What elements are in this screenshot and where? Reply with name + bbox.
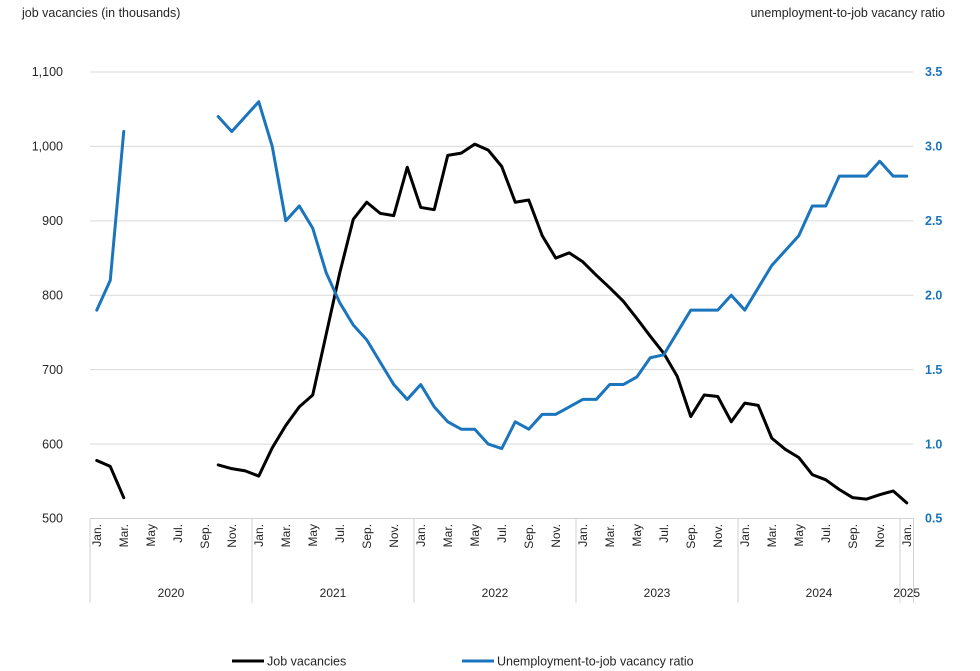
month-tick-label: Jan. <box>576 524 590 547</box>
month-tick-label: Nov. <box>387 524 401 548</box>
month-tick-label: May <box>306 524 320 547</box>
month-tick-label: Jan. <box>738 524 752 547</box>
month-tick-label: Jul. <box>819 524 833 543</box>
year-label: 2024 <box>806 586 833 600</box>
ratio-legend-label: Unemployment-to-job vacancy ratio <box>497 655 694 669</box>
right-axis-title: unemployment-to-job vacancy ratio <box>750 6 945 20</box>
right-axis-tick-label: 1.5 <box>925 363 942 377</box>
right-axis-tick-label: 2.0 <box>925 288 942 302</box>
month-tick-label: Sep. <box>684 524 698 549</box>
right-axis-tick-label: 3.5 <box>925 65 942 79</box>
right-axis-tick-label: 0.5 <box>925 512 942 526</box>
ratio-line <box>95 130 126 312</box>
month-tick-label: Jan. <box>90 524 104 547</box>
month-tick-label: Mar. <box>441 524 455 547</box>
plot-area: 1,100 1,000 900 800 700 600 500 3.5 3.0 2.5 2.0 1.5… <box>32 65 942 603</box>
month-tick-label: Mar. <box>765 524 779 547</box>
month-tick-label: Sep. <box>846 524 860 549</box>
left-axis-tick-label: 900 <box>42 214 63 228</box>
month-tick-label: Nov. <box>873 524 887 548</box>
month-tick-label: Nov. <box>549 524 563 548</box>
left-axis-tick-label: 1,100 <box>32 65 63 79</box>
left-axis-tick-label: 800 <box>42 288 63 302</box>
month-tick-label: May <box>468 524 482 547</box>
month-tick-label: May <box>144 524 158 547</box>
right-axis-tick-label: 1.0 <box>925 437 942 451</box>
month-tick-label: May <box>792 524 806 547</box>
month-tick-label: Sep. <box>198 524 212 549</box>
job-vacancies-legend-label: Job vacancies <box>267 655 346 669</box>
right-axis-tick-label: 2.5 <box>925 214 942 228</box>
month-tick-label: Mar. <box>279 524 293 547</box>
month-tick-label: Sep. <box>360 524 374 549</box>
month-tick-label: Jan. <box>414 524 428 547</box>
ratio-line <box>216 100 909 451</box>
month-tick-label: Mar. <box>117 524 131 547</box>
year-label: 2020 <box>158 586 185 600</box>
job-vacancies-line <box>216 142 909 505</box>
left-axis-tick-label: 1,000 <box>32 140 63 154</box>
left-axis-tick-label: 500 <box>42 512 63 526</box>
month-tick-label: Jan. <box>900 524 914 547</box>
left-axis-title: job vacancies (in thousands) <box>21 6 180 20</box>
month-tick-label: Mar. <box>603 524 617 547</box>
month-tick-label: Jul. <box>171 524 185 543</box>
chart-legend: Job vacancies Unemployment-to-job vacanc… <box>232 655 694 669</box>
right-axis-tick-label: 3.0 <box>925 140 942 154</box>
year-label: 2022 <box>482 586 509 600</box>
job-vacancies-line <box>95 458 126 500</box>
year-label: 2021 <box>320 586 347 600</box>
year-label: 2023 <box>644 586 671 600</box>
month-tick-label: Jul. <box>495 524 509 543</box>
month-tick-label: Sep. <box>522 524 536 549</box>
left-axis-tick-label: 600 <box>42 437 63 451</box>
left-axis-tick-label: 700 <box>42 363 63 377</box>
year-label: 2025 <box>893 586 920 600</box>
month-tick-label: Jan. <box>252 524 266 547</box>
month-tick-label: Jul. <box>657 524 671 543</box>
month-tick-label: May <box>630 524 644 547</box>
month-tick-label: Jul. <box>333 524 347 543</box>
month-tick-label: Nov. <box>225 524 239 548</box>
month-tick-label: Nov. <box>711 524 725 548</box>
